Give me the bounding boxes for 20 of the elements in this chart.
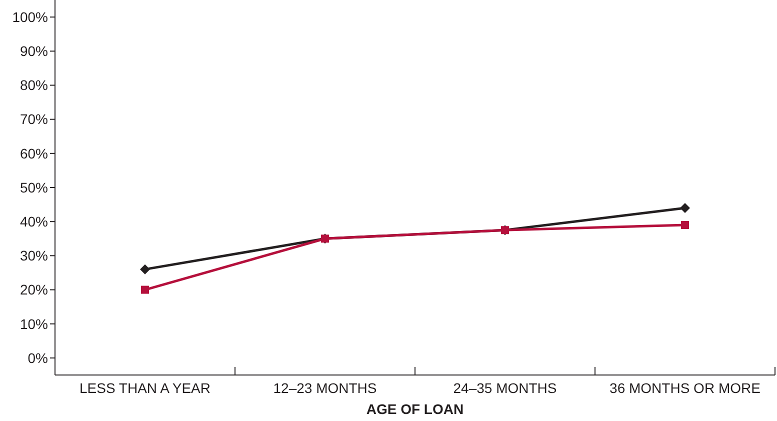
y-tick-label: 30%	[20, 248, 48, 264]
point	[141, 286, 149, 294]
y-tick-label: 10%	[20, 316, 48, 332]
y-tick-label: 50%	[20, 179, 48, 196]
point	[680, 202, 690, 213]
y-tick-label: 20%	[20, 282, 48, 298]
y-tick-label: 100%	[12, 8, 48, 25]
x-tick-label: 12–23 MONTHS	[273, 380, 377, 396]
x-tick-label: 24–35 MONTHS	[453, 380, 557, 396]
y-tick-label: 0%	[28, 350, 48, 366]
y-tick-label: 70%	[20, 111, 48, 128]
y-tick-label: 80%	[20, 77, 48, 94]
point	[681, 221, 689, 229]
y-tick-label: 60%	[20, 145, 48, 162]
y-tick-label: 40%	[20, 213, 48, 230]
x-axis-title: AGE OF LOAN	[366, 401, 464, 417]
point	[140, 264, 150, 274]
x-tick-label: LESS THAN A YEAR	[80, 380, 210, 396]
x-tick-label: 36 MONTHS OR MORE	[610, 380, 760, 396]
y-tick-label: 90%	[20, 43, 48, 60]
